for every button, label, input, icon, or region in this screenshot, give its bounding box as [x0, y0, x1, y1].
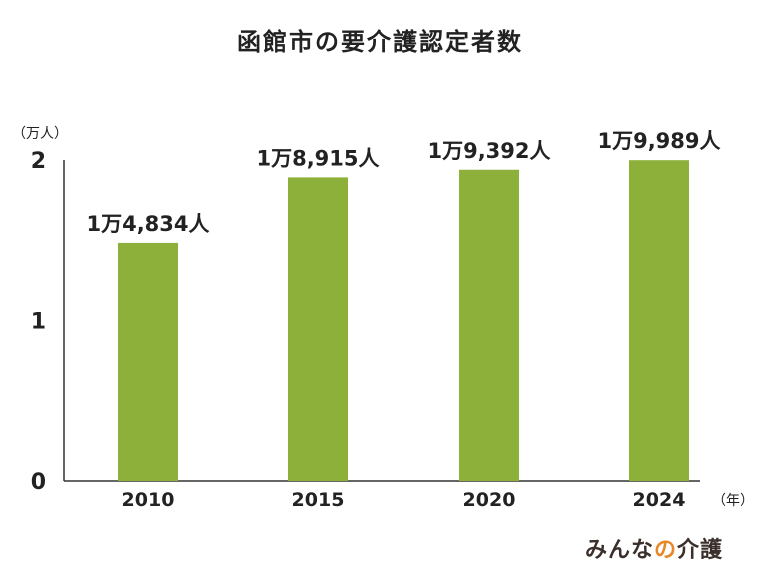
bar-2010	[118, 242, 178, 481]
x-tick-label-2020: 2020	[463, 489, 516, 511]
y-axis-unit-label: （万人）	[12, 126, 68, 142]
data-label-2010: 1万4,834人	[86, 212, 209, 236]
x-tick-label-2015: 2015	[292, 489, 345, 511]
data-label-2020: 1万9,392人	[427, 139, 550, 163]
brand-logo: みんなの介護	[585, 538, 724, 563]
bar-2020	[459, 169, 519, 481]
x-tick-label-2024: 2024	[633, 489, 686, 511]
y-tick-label: 0	[31, 470, 46, 495]
x-axis-unit-label: （年）	[712, 493, 754, 509]
data-label-2024: 1万9,989人	[597, 129, 720, 153]
chart-title: 函館市の要介護認定者数	[237, 28, 523, 56]
y-tick-label: 2	[31, 149, 46, 174]
data-label-2015: 1万8,915人	[256, 146, 379, 170]
bar-2015	[288, 177, 348, 481]
y-tick-label: 1	[31, 310, 46, 335]
x-tick-label-2010: 2010	[122, 489, 175, 511]
bar-2024	[629, 160, 689, 481]
